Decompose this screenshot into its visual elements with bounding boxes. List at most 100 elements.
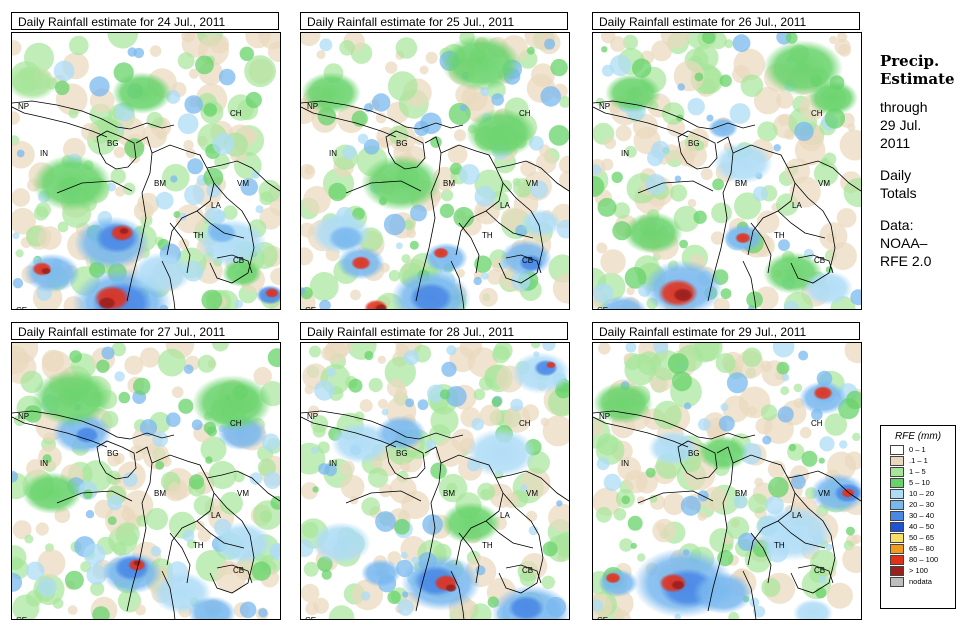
- country-label: BG: [688, 449, 700, 458]
- rainfall-patch: [544, 38, 556, 50]
- country-border: [216, 564, 253, 584]
- rainfall-patch: [263, 471, 280, 489]
- rainfall-speckle: [487, 269, 503, 285]
- rainfall-speckle: [596, 242, 608, 254]
- rainfall-speckle: [386, 378, 405, 397]
- country-label: CE: [305, 616, 316, 619]
- rainfall-speckle: [615, 125, 632, 142]
- legend-item: 0 – 1: [890, 445, 955, 456]
- country-label: CH: [811, 419, 823, 428]
- rainfall-speckle: [747, 406, 758, 416]
- data-source: NOAA–: [880, 235, 928, 251]
- rainfall-patch: [653, 343, 669, 354]
- rainfall-speckle: [301, 33, 321, 47]
- rainfall-speckle: [361, 497, 380, 516]
- legend-swatch: [890, 456, 904, 466]
- country-border: [161, 260, 176, 309]
- rainfall-speckle: [309, 345, 321, 358]
- rainfall-speckle: [760, 360, 772, 372]
- rainfall-map: NP CH IN BG BM VM LA TH CB CE: [11, 32, 281, 310]
- rainfall-patch: [420, 112, 442, 135]
- rainfall-speckle: [548, 503, 569, 532]
- rainfall-patch: [311, 446, 319, 454]
- rainfall-speckle: [836, 208, 857, 228]
- rainfall-patch: [218, 68, 236, 86]
- rainfall-patch: [601, 64, 614, 77]
- legend-item: 65 – 80: [890, 544, 955, 555]
- rainfall-patch: [473, 276, 482, 286]
- rainfall-patch: [726, 372, 748, 394]
- rainfall-patch: [251, 561, 272, 581]
- legend-title: RFE (mm): [894, 431, 942, 442]
- country-border: [637, 180, 714, 194]
- country-border: [301, 410, 464, 440]
- rainfall-speckle: [379, 483, 393, 498]
- rainfall-patch: [357, 133, 369, 144]
- rainfall-patch: [425, 439, 436, 451]
- rainfall-patch: [191, 419, 203, 431]
- rainfall-cell: [598, 569, 638, 597]
- rainfall-legend: RFE (mm) 0 – 1 .1 – 1 1 – 5 5 – 10 10 – 20 20…: [880, 425, 956, 609]
- rainfall-speckle: [200, 436, 227, 463]
- country-border: [450, 570, 465, 619]
- rainfall-speckle: [702, 486, 728, 512]
- legend-label: 65 – 80: [909, 544, 935, 553]
- legend-label: 80 – 100: [909, 555, 939, 564]
- rainfall-cell: [41, 267, 51, 275]
- rainfall-patch: [471, 417, 484, 431]
- rainfall-cell: [813, 386, 833, 400]
- country-border: [797, 254, 834, 274]
- legend-label: nodata: [909, 577, 932, 586]
- legend-label: 1 – 5: [909, 467, 926, 476]
- rainfall-patch: [155, 191, 174, 210]
- country-label: CB: [814, 256, 825, 265]
- rainfall-speckle: [243, 128, 258, 144]
- rainfall-speckle: [473, 388, 486, 401]
- legend-item: 20 – 30: [890, 500, 955, 511]
- rainfall-patch: [16, 149, 25, 158]
- country-border: [206, 470, 280, 502]
- rainfall-speckle: [258, 179, 280, 203]
- rainfall-speckle: [212, 343, 229, 352]
- rainfall-cell: [24, 253, 80, 293]
- rainfall-speckle: [456, 268, 465, 278]
- rainfall-cell: [433, 247, 449, 259]
- country-label: VM: [818, 179, 830, 188]
- rainfall-patch: [348, 378, 363, 393]
- country-label: VM: [526, 489, 538, 498]
- rainfall-patch: [239, 601, 257, 619]
- rainfall-patch: [122, 472, 138, 487]
- rainfall-cell: [605, 73, 661, 113]
- rainfall-patch: [321, 569, 332, 580]
- legend-item: 40 – 50: [890, 522, 955, 533]
- rainfall-speckle: [622, 34, 638, 50]
- rainfall-speckle: [503, 405, 531, 433]
- rainfall-patch: [184, 95, 203, 114]
- country-border: [96, 130, 137, 170]
- side-info: Precip. Estimate through 29 Jul. 2011 Da…: [880, 52, 955, 270]
- through-date: 29 Jul.: [880, 117, 922, 133]
- rainfall-speckle: [694, 343, 723, 362]
- legend-label: 20 – 30: [909, 500, 935, 509]
- rainfall-speckle: [789, 176, 821, 208]
- rainfall-cell: [22, 472, 82, 514]
- rainfall-speckle: [489, 483, 514, 508]
- rainfall-speckle: [844, 343, 861, 364]
- country-label: CB: [233, 566, 244, 575]
- country-border: [126, 136, 153, 302]
- rainfall-cell: [351, 256, 371, 270]
- rainfall-speckle: [301, 163, 316, 180]
- rainfall-speckle: [197, 354, 216, 373]
- rainfall-speckle: [387, 71, 418, 102]
- rainfall-speckle: [111, 343, 126, 357]
- rainfall-speckle: [780, 386, 790, 396]
- rainfall-speckle: [652, 518, 676, 543]
- rainfall-speckle: [740, 74, 764, 97]
- rainfall-speckle: [12, 520, 32, 540]
- rainfall-patch: [96, 359, 110, 373]
- rainfall-patch: [364, 350, 374, 361]
- rainfall-patch: [239, 46, 254, 61]
- rainfall-cell: [301, 72, 361, 114]
- country-border: [495, 470, 569, 502]
- rainfall-speckle: [711, 202, 732, 224]
